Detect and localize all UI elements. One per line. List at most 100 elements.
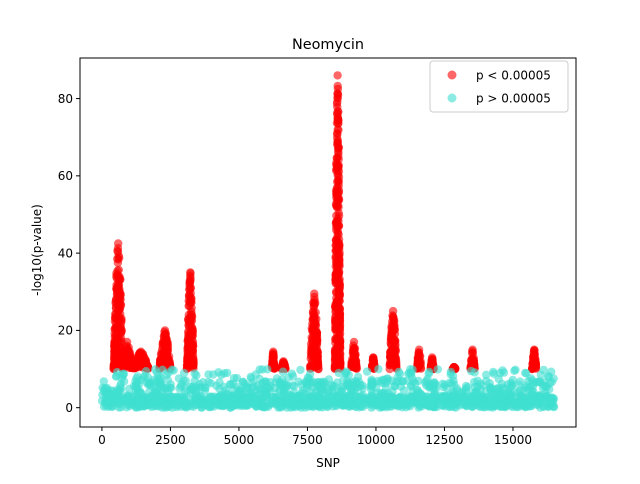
point-nonsignificant [106,393,115,402]
point-significant [122,337,132,347]
point-nonsignificant [381,394,391,403]
point-nonsignificant [108,400,117,410]
point-significant [112,280,121,290]
point-nonsignificant [469,392,478,401]
legend-label-nonsignificant: p > 0.00005 [476,92,551,106]
point-significant [335,340,344,350]
point-nonsignificant [123,392,132,401]
point-significant [331,219,341,228]
point-significant [185,279,194,288]
point-nonsignificant [220,401,230,410]
point-significant [111,350,120,360]
point-nonsignificant [437,401,447,410]
point-significant [185,285,194,294]
legend-marker-significant [447,70,457,80]
point-nonsignificant [204,393,213,402]
point-nonsignificant [440,380,449,389]
x-tick-label: 2500 [155,433,186,447]
point-nonsignificant [320,392,330,401]
point-nonsignificant [439,392,448,401]
point-nonsignificant [394,399,403,408]
point-nonsignificant [533,392,542,401]
x-tick-label: 10000 [357,433,395,447]
point-nonsignificant [192,371,201,380]
point-nonsignificant [186,401,196,411]
point-significant [334,279,343,288]
point-nonsignificant [433,365,442,374]
point-nonsignificant [246,372,255,381]
point-significant [390,321,399,331]
x-tick-label: 0 [98,433,106,447]
point-nonsignificant [489,369,498,378]
point-significant [123,351,132,360]
point-significant [386,353,395,362]
point-significant [188,359,198,368]
point-nonsignificant [425,367,434,377]
point-nonsignificant [325,399,334,409]
point-nonsignificant [511,400,520,409]
point-nonsignificant [116,379,126,389]
point-nonsignificant [273,396,283,406]
point-nonsignificant [215,378,224,387]
point-significant [162,345,171,354]
point-significant [334,149,343,158]
point-nonsignificant [473,376,482,385]
point-nonsignificant [327,392,336,402]
point-significant [334,195,344,204]
legend-label-significant: p < 0.00005 [476,69,551,83]
point-nonsignificant [288,402,297,411]
point-nonsignificant [229,402,238,411]
point-nonsignificant [521,383,530,392]
point-nonsignificant [510,366,519,375]
point-significant [334,186,344,195]
point-significant [391,345,400,354]
point-significant [331,302,340,311]
point-significant [160,326,170,335]
point-nonsignificant [427,383,436,392]
point-nonsignificant [294,377,303,386]
point-nonsignificant [539,381,549,390]
plot-frame [79,57,577,428]
point-nonsignificant [470,368,479,377]
point-nonsignificant [382,403,391,412]
point-nonsignificant [156,376,165,386]
point-nonsignificant [356,392,365,401]
point-significant [530,356,540,365]
point-significant [333,81,342,91]
point-nonsignificant [229,385,238,395]
point-significant [333,71,342,80]
point-significant [141,358,150,368]
point-nonsignificant [308,395,317,405]
point-nonsignificant [142,378,152,387]
point-significant [186,268,195,277]
point-significant [334,311,343,320]
point-nonsignificant [498,395,507,404]
point-nonsignificant [296,365,305,375]
point-significant [427,353,437,362]
point-significant [333,125,342,134]
point-nonsignificant [394,367,404,377]
point-nonsignificant [215,384,224,393]
point-nonsignificant [375,398,384,407]
point-nonsignificant [334,368,343,378]
point-nonsignificant [365,394,374,404]
point-nonsignificant [206,379,215,388]
point-nonsignificant [229,379,238,389]
point-nonsignificant [338,401,347,410]
point-nonsignificant [199,401,209,410]
point-significant [270,362,279,372]
point-significant [334,333,343,342]
point-nonsignificant [158,393,168,403]
point-significant [352,363,361,373]
point-nonsignificant [318,403,327,412]
point-nonsignificant [402,398,411,408]
point-significant [333,233,342,242]
point-nonsignificant [164,368,173,377]
point-significant [113,292,122,301]
point-nonsignificant [242,382,251,391]
point-significant [334,211,344,220]
y-tick-label: 0 [65,401,73,415]
point-significant [332,99,342,108]
point-nonsignificant [299,392,308,401]
